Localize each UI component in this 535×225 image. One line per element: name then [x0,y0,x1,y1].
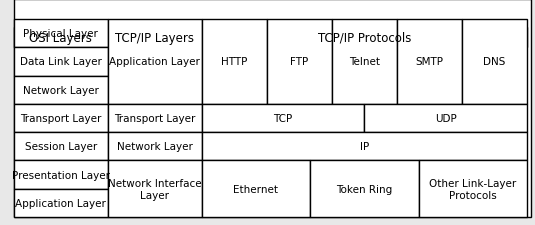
Text: Ethernet: Ethernet [233,184,279,194]
Bar [267,20,332,104]
Bar [108,161,202,217]
Text: UDP: UDP [435,113,457,124]
Text: DNS: DNS [483,57,506,67]
Bar [397,20,462,104]
Text: Application Layer: Application Layer [16,198,106,208]
Bar [202,161,310,217]
Text: Physical Layer: Physical Layer [24,29,98,39]
Bar [332,20,397,104]
Bar [202,28,527,48]
Bar [202,20,267,104]
Text: TCP/IP Layers: TCP/IP Layers [116,32,194,45]
Text: Transport Layer: Transport Layer [20,113,102,124]
Text: HTTP: HTTP [221,57,248,67]
Text: TCP: TCP [273,113,293,124]
Bar [419,161,527,217]
Text: IP: IP [360,142,369,152]
Bar [202,133,527,161]
Text: SMTP: SMTP [416,57,444,67]
Bar [14,48,108,76]
Text: Network Layer: Network Layer [117,142,193,152]
Text: OSI Layers: OSI Layers [29,32,93,45]
Bar [14,104,108,133]
Bar [202,104,364,133]
Bar [14,189,108,217]
Bar [14,28,108,48]
Text: FTP: FTP [291,57,309,67]
Bar [108,133,202,161]
Text: Token Ring: Token Ring [337,184,393,194]
Text: Session Layer: Session Layer [25,142,97,152]
Text: Telnet: Telnet [349,57,380,67]
Text: TCP/IP Protocols: TCP/IP Protocols [318,32,411,45]
Text: Network Interface
Layer: Network Interface Layer [108,178,202,200]
Text: Transport Layer: Transport Layer [114,113,195,124]
Text: Application Layer: Application Layer [109,57,200,67]
Bar [14,133,108,161]
Text: Network Layer: Network Layer [23,85,99,95]
Bar [310,161,419,217]
Text: Data Link Layer: Data Link Layer [20,57,102,67]
Bar [108,20,202,104]
Bar [14,20,108,48]
Bar [462,20,527,104]
Text: Presentation Layer: Presentation Layer [12,170,110,180]
Bar [108,28,202,48]
Bar [108,104,202,133]
Text: Other Link-Layer
Protocols: Other Link-Layer Protocols [429,178,516,200]
Bar [14,76,108,104]
Bar [14,161,108,189]
Bar [364,104,527,133]
